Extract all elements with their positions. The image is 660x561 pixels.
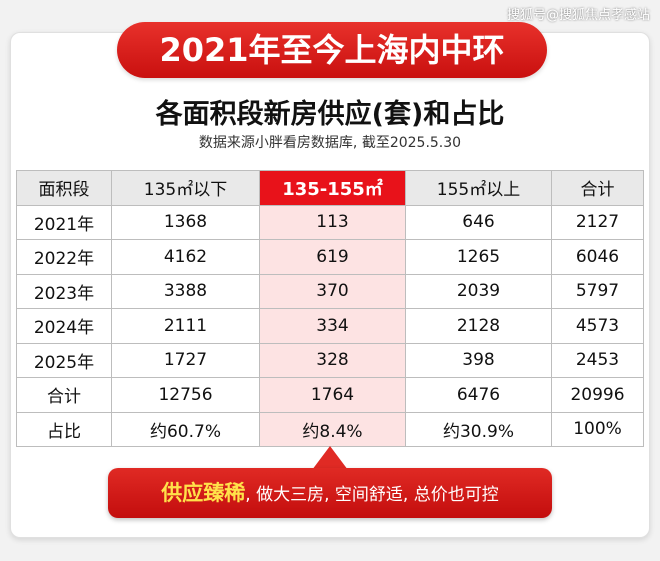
header-cell-highlight: 135-155㎡ (259, 170, 406, 206)
table-cell: 2022年 (16, 239, 112, 275)
table-row: 2022年 4162 619 1265 6046 (16, 239, 644, 275)
table-cell: 2023年 (16, 273, 112, 309)
table-cell: 20996 (551, 377, 644, 413)
table-cell: 4573 (551, 308, 644, 344)
callout-box: 供应臻稀, 做大三房, 空间舒适, 总价也可控 (108, 468, 552, 518)
table-cell: 合计 (16, 377, 112, 413)
table-cell: 约60.7% (111, 411, 260, 447)
header-cell: 155㎡以上 (405, 170, 552, 206)
table-cell: 2128 (405, 308, 552, 344)
table-cell: 100% (551, 411, 644, 447)
callout-text: , 做大三房, 空间舒适, 总价也可控 (245, 485, 499, 505)
header-cell: 面积段 (16, 170, 112, 206)
table-cell: 398 (405, 342, 552, 378)
table-cell: 646 (405, 204, 552, 240)
table-cell: 2453 (551, 342, 644, 378)
table-cell: 2021年 (16, 204, 112, 240)
table-cell: 6046 (551, 239, 644, 275)
supply-table: 面积段 135㎡以下 135-155㎡ 155㎡以上 合计 2021年 1368… (16, 170, 644, 447)
table-row: 2024年 2111 334 2128 4573 (16, 308, 644, 344)
table-cell: 2127 (551, 204, 644, 240)
table-cell-highlight: 370 (259, 273, 406, 309)
table-cell-highlight: 334 (259, 308, 406, 344)
table-cell: 4162 (111, 239, 260, 275)
table-cell: 1727 (111, 342, 260, 378)
table-row: 2021年 1368 113 646 2127 (16, 204, 644, 240)
table-cell: 2024年 (16, 308, 112, 344)
banner-title: 2021年至今上海内中环 (117, 22, 547, 78)
table-cell: 2025年 (16, 342, 112, 378)
table-row: 2025年 1727 328 398 2453 (16, 342, 644, 378)
table-cell-highlight: 619 (259, 239, 406, 275)
watermark: 搜狐号@搜狐焦点孝感站 (506, 8, 650, 23)
table-cell: 约30.9% (405, 411, 552, 447)
table-cell: 6476 (405, 377, 552, 413)
table-row: 2023年 3388 370 2039 5797 (16, 273, 644, 309)
callout-pointer (312, 446, 348, 470)
table-cell: 12756 (111, 377, 260, 413)
table-cell: 2111 (111, 308, 260, 344)
table-cell: 5797 (551, 273, 644, 309)
header-cell: 合计 (551, 170, 644, 206)
table-cell-highlight: 113 (259, 204, 406, 240)
table-cell-highlight: 约8.4% (259, 411, 406, 447)
table-row-share: 占比 约60.7% 约8.4% 约30.9% 100% (16, 411, 644, 447)
header-cell: 135㎡以下 (111, 170, 260, 206)
table-cell: 2039 (405, 273, 552, 309)
data-source-note: 数据来源小胖看房数据库, 截至2025.5.30 (198, 135, 462, 151)
table-header-row: 面积段 135㎡以下 135-155㎡ 155㎡以上 合计 (16, 170, 644, 206)
table-cell: 3388 (111, 273, 260, 309)
table-cell: 1368 (111, 204, 260, 240)
callout-emphasis: 供应臻稀 (161, 481, 246, 505)
table-cell-highlight: 1764 (259, 377, 406, 413)
table-row-total: 合计 12756 1764 6476 20996 (16, 377, 644, 413)
table-cell-highlight: 328 (259, 342, 406, 378)
table-cell: 1265 (405, 239, 552, 275)
table-cell: 占比 (16, 411, 112, 447)
chart-subtitle: 各面积段新房供应(套)和占比 (155, 99, 505, 130)
